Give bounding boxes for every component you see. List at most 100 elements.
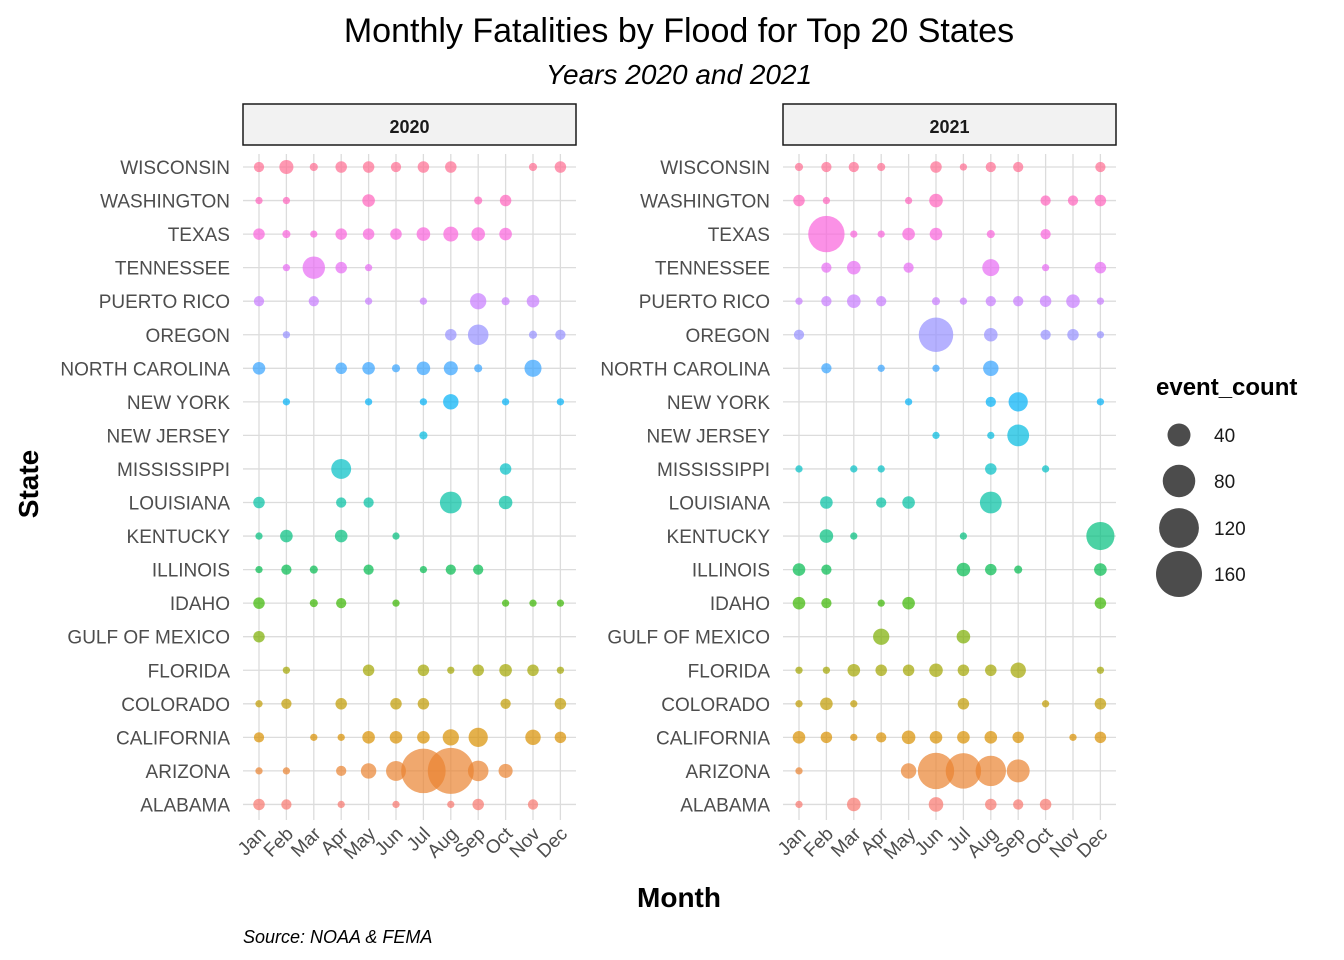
- point-texas-oct: [499, 227, 512, 241]
- point-alabama-sep: [472, 798, 484, 811]
- point-illinois-jan: [255, 565, 263, 574]
- point-florida-may: [362, 664, 375, 676]
- point-california-nov: [1069, 733, 1077, 741]
- point-puerto-rico-jul: [959, 297, 968, 305]
- facet-strip: [782, 103, 1117, 146]
- point-puerto-rico-mar: [308, 296, 319, 307]
- point-oregon-feb: [282, 331, 291, 339]
- point-texas-jan: [253, 228, 265, 240]
- point-gulf-of-mexico-jul: [956, 629, 971, 644]
- point-wisconsin-may: [362, 161, 375, 173]
- point-louisiana-apr: [336, 497, 347, 508]
- point-new-jersey-sep: [1007, 424, 1030, 447]
- point-illinois-feb: [281, 564, 292, 575]
- point-north-carolina-jun: [932, 364, 940, 372]
- y-tick-label: COLORADO: [121, 695, 230, 716]
- point-puerto-rico-jul: [419, 297, 428, 305]
- point-florida-sep: [472, 664, 484, 676]
- y-tick-label: FLORIDA: [688, 661, 771, 682]
- point-new-york-oct: [501, 398, 510, 406]
- points: [252, 159, 567, 811]
- point-louisiana-aug: [979, 491, 1002, 514]
- point-louisiana-jan: [253, 496, 265, 509]
- point-florida-feb: [822, 666, 831, 674]
- point-puerto-rico-sep: [1013, 296, 1024, 307]
- y-tick-label: TENNESSEE: [115, 259, 230, 280]
- point-tennessee-mar: [847, 260, 861, 275]
- point-arizona-jun: [917, 752, 955, 790]
- point-north-carolina-sep: [474, 364, 483, 373]
- point-mississippi-oct: [499, 463, 512, 475]
- point-wisconsin-mar: [309, 162, 318, 172]
- point-florida-nov: [527, 664, 539, 676]
- point-puerto-rico-oct: [501, 297, 510, 306]
- point-illinois-feb: [821, 564, 832, 575]
- y-tick-label: WASHINGTON: [100, 192, 230, 213]
- point-kentucky-feb: [280, 529, 293, 543]
- point-texas-may: [362, 228, 375, 240]
- point-alabama-mar: [847, 797, 861, 812]
- y-tick-label: ALABAMA: [680, 795, 770, 816]
- y-tick-label: ARIZONA: [146, 762, 231, 783]
- point-arizona-may: [900, 763, 917, 779]
- point-washington-jan: [255, 196, 263, 205]
- panel-2021: 2021 ALABAMA ARIZONA CALIFORNIA COLORADO FLOR…: [600, 103, 1117, 864]
- gridlines: [783, 154, 1116, 820]
- point-wisconsin-sep: [1013, 161, 1024, 173]
- point-puerto-rico-dec: [1096, 297, 1105, 305]
- point-washington-feb: [822, 196, 831, 205]
- y-tick-label: WISCONSIN: [660, 158, 770, 179]
- point-oregon-jun: [918, 317, 954, 352]
- point-illinois-jan: [792, 563, 806, 576]
- point-texas-feb: [808, 215, 845, 253]
- point-colorado-jul: [417, 698, 430, 710]
- point-kentucky-jan: [255, 532, 263, 540]
- point-california-mar: [310, 733, 318, 741]
- point-california-mar: [850, 733, 858, 741]
- point-california-jul: [957, 731, 970, 744]
- point-florida-apr: [875, 664, 887, 676]
- point-alabama-jan: [253, 798, 265, 811]
- point-colorado-jun: [390, 698, 402, 710]
- point-kentucky-jul: [959, 532, 968, 540]
- y-tick-label: IDAHO: [710, 594, 770, 615]
- point-gulf-of-mexico-jan: [253, 630, 265, 643]
- point-california-jan: [792, 731, 806, 744]
- point-tennessee-mar: [302, 256, 326, 279]
- point-california-jun: [389, 731, 403, 744]
- point-mississippi-apr: [331, 458, 352, 479]
- point-wisconsin-aug: [445, 161, 457, 173]
- legend-title: event_count: [1156, 374, 1297, 401]
- point-arizona-aug: [427, 747, 474, 794]
- point-washington-nov: [1067, 195, 1079, 206]
- point-illinois-aug: [985, 563, 997, 576]
- point-california-apr: [876, 732, 887, 743]
- point-illinois-sep: [473, 564, 484, 575]
- point-alabama-feb: [281, 799, 292, 810]
- point-north-carolina-aug: [983, 360, 999, 377]
- point-oregon-aug: [984, 327, 998, 342]
- point-washington-jun: [929, 193, 943, 208]
- size-legend: event_count 40 80 120 160: [1156, 374, 1297, 597]
- y-tick-label: MISSISSIPPI: [657, 460, 770, 481]
- gridlines: [243, 154, 576, 820]
- point-california-sep: [468, 727, 488, 747]
- point-oregon-nov: [1067, 329, 1079, 341]
- point-alabama-jun: [392, 800, 400, 809]
- point-wisconsin-feb: [821, 161, 832, 173]
- point-alabama-jan: [795, 800, 803, 809]
- point-new-york-jul: [419, 398, 428, 406]
- point-alabama-aug: [985, 798, 997, 811]
- point-new-jersey-jul: [419, 431, 428, 440]
- y-tick-label: WISCONSIN: [120, 158, 230, 179]
- point-washington-may: [904, 196, 913, 205]
- point-gulf-of-mexico-apr: [873, 628, 890, 645]
- point-arizona-jan: [795, 767, 803, 775]
- y-tick-label: COLORADO: [661, 695, 770, 716]
- point-illinois-dec: [1094, 563, 1107, 576]
- y-tick-label: MISSISSIPPI: [117, 460, 230, 481]
- point-tennessee-apr: [335, 261, 347, 274]
- legend-key-80: [1162, 464, 1196, 498]
- point-puerto-rico-nov: [1066, 294, 1080, 309]
- point-louisiana-apr: [876, 497, 887, 508]
